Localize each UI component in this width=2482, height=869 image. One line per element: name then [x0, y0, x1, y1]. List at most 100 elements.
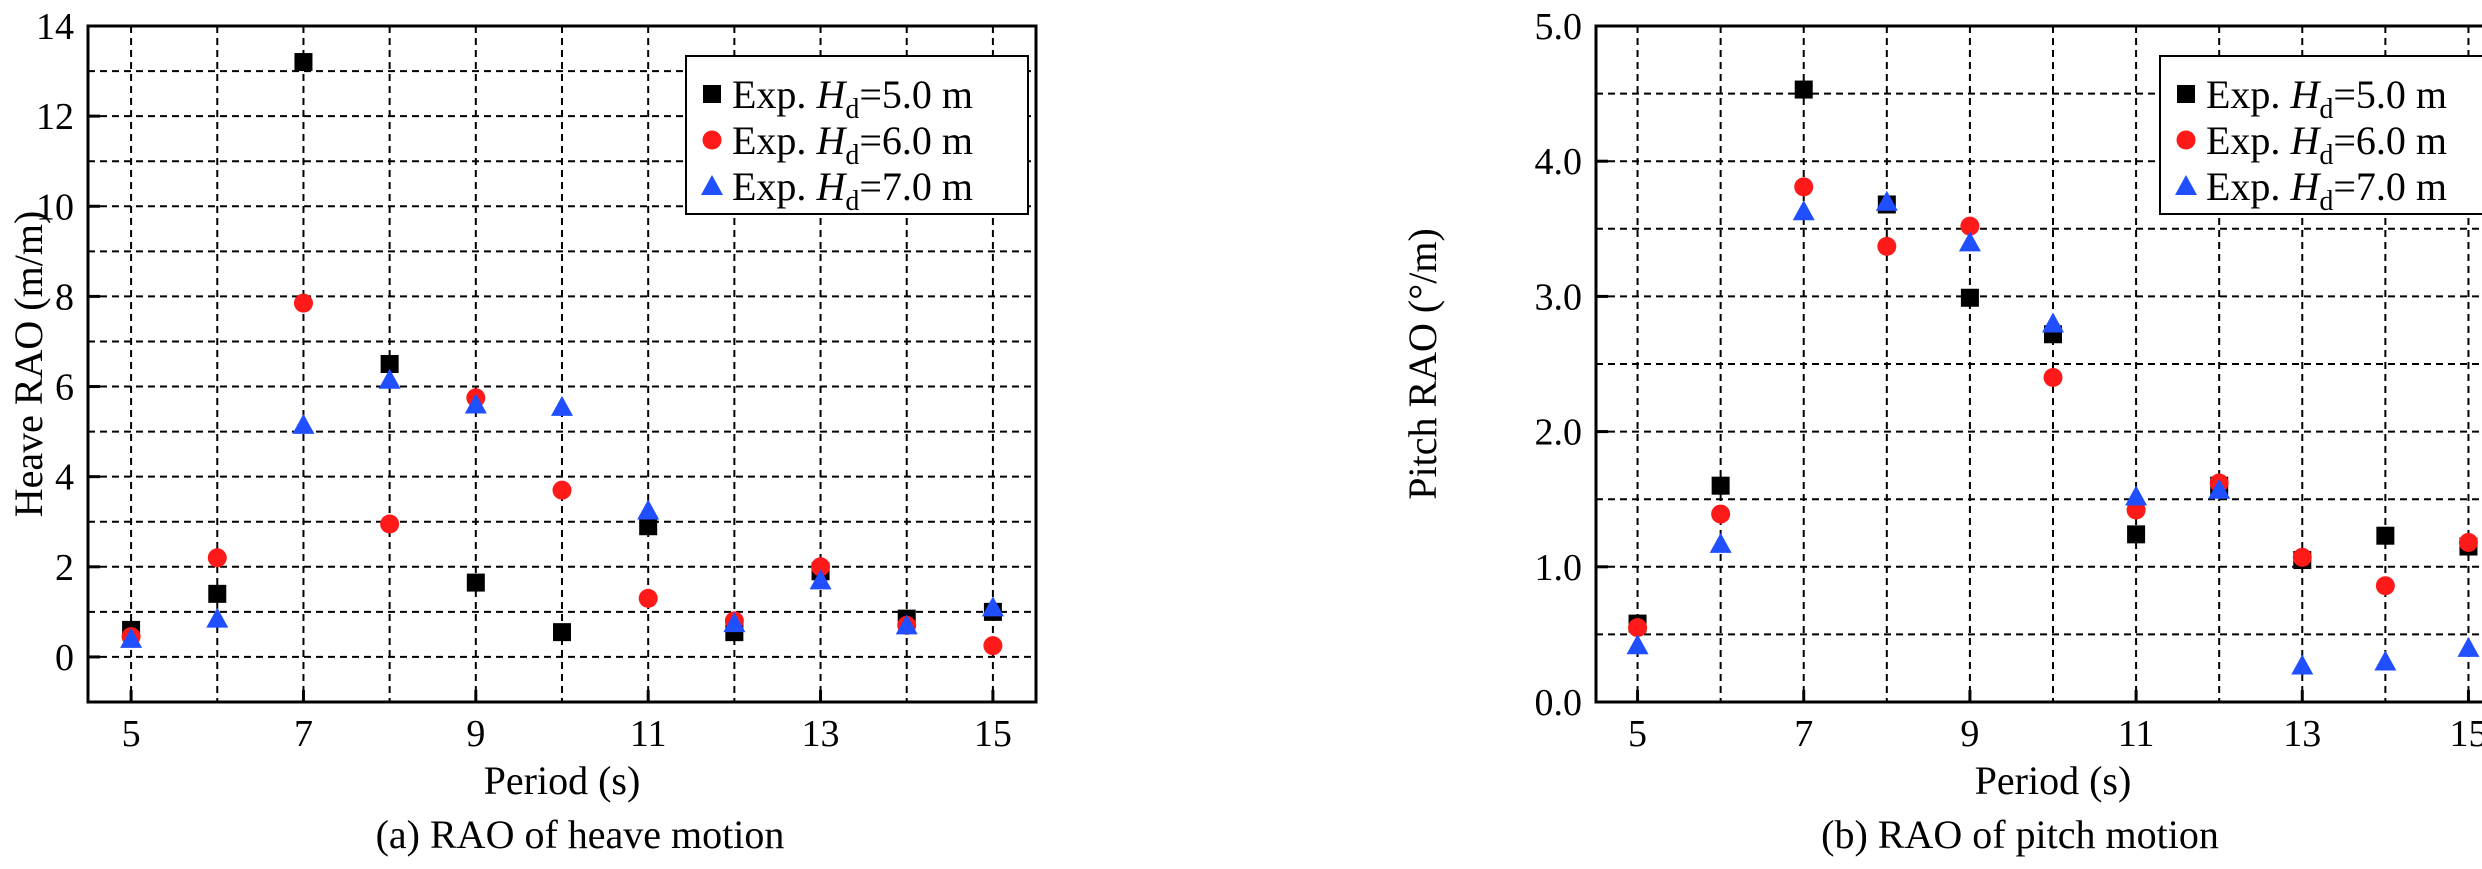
data-point-circle: [983, 636, 1003, 656]
data-point-triangle: [981, 596, 1004, 617]
y-tick-label: 0: [55, 637, 74, 679]
data-point-triangle: [2208, 478, 2231, 499]
legend-suffix: =5.0 m: [859, 72, 973, 117]
y-tick-label: 4.0: [1535, 141, 1583, 183]
data-point-triangle: [2374, 650, 2397, 671]
y-tick-label: 2: [55, 547, 74, 589]
y-tick-label: 2.0: [1535, 412, 1583, 454]
legend-subscript: d: [2319, 140, 2333, 171]
legend-marker-triangle: [2175, 175, 2197, 195]
x-tick-label: 9: [466, 713, 485, 755]
data-point-circle: [207, 548, 227, 568]
legend-subscript: d: [845, 186, 859, 217]
data-point-triangle: [723, 612, 746, 633]
data-point-square: [639, 517, 658, 536]
data-point-square: [1794, 80, 1813, 99]
legend-suffix: =6.0 m: [859, 118, 973, 163]
x-tick-label: 13: [802, 713, 840, 755]
plot-frame: [86, 24, 1038, 704]
data-point-circle: [293, 293, 313, 313]
y-axis-label: Heave RAO (m/m): [6, 211, 51, 518]
data-point-square: [2376, 526, 2395, 545]
x-tick-label: 7: [294, 713, 313, 755]
x-tick-label: 5: [122, 713, 141, 755]
y-tick-label: 4: [55, 457, 74, 499]
legend-symbol: H: [2289, 164, 2321, 209]
x-tick-label: 7: [1794, 713, 1813, 755]
legend-suffix: =5.0 m: [2333, 72, 2447, 117]
data-point-triangle: [895, 614, 918, 635]
data-point-circle: [1960, 216, 1980, 236]
legend-subscript: d: [845, 140, 859, 171]
data-point-triangle: [1709, 532, 1732, 553]
data-point-triangle: [206, 607, 229, 628]
y-tick-label: 0.0: [1535, 682, 1583, 724]
legend-marker-square: [2177, 85, 2195, 103]
data-point-circle: [811, 557, 831, 577]
legend-subscript: d: [2319, 186, 2333, 217]
x-tick-label: 15: [2449, 713, 2482, 755]
y-axis-label: Pitch RAO (°/m): [1400, 228, 1445, 500]
x-tick-label: 11: [2118, 713, 2155, 755]
chart-panel-1: 5 7 9 11 13 15 0.0 1.0 2.0 3.0 4.0 5.0 Period (s) Pit…: [1400, 6, 2482, 857]
data-point-circle: [2292, 547, 2312, 567]
data-point-triangle: [120, 627, 143, 648]
data-point-circle: [552, 480, 572, 500]
legend-entry: Exp. Hd=7.0 m: [2206, 164, 2447, 217]
legend-entry: Exp. Hd=6.0 m: [2206, 118, 2447, 171]
x-tick-label: 15: [974, 713, 1012, 755]
x-axis-label: Period (s): [484, 758, 641, 803]
chart-caption: (a) RAO of heave motion: [376, 812, 785, 857]
legend-prefix: Exp.: [732, 118, 816, 163]
x-tick-label: 5: [1628, 713, 1647, 755]
data-point-triangle: [378, 368, 401, 389]
y-tick-label: 8: [55, 276, 74, 318]
data-point-circle: [1877, 236, 1897, 256]
y-tick-label: 12: [36, 96, 74, 138]
data-point-circle: [2375, 576, 2395, 596]
y-tick-label: 14: [36, 6, 74, 48]
legend-suffix: =6.0 m: [2333, 118, 2447, 163]
legend-subscript: d: [845, 94, 859, 125]
data-point-circle: [1711, 504, 1731, 524]
y-tick-label: 10: [36, 186, 74, 228]
data-point-square: [294, 53, 313, 72]
data-point-square: [380, 355, 399, 373]
data-point-square: [553, 623, 571, 642]
chart-caption: (b) RAO of pitch motion: [1821, 812, 2219, 857]
data-point-circle: [1794, 177, 1814, 197]
series-square: [122, 53, 1002, 642]
legend-marker-square: [703, 85, 721, 103]
data-point-circle: [380, 514, 400, 534]
data-point-square: [208, 584, 227, 603]
legend-entry: Exp. Hd=7.0 m: [732, 164, 973, 217]
legend-entry: Exp. Hd=5.0 m: [732, 72, 973, 125]
data-point-triangle: [1626, 634, 1649, 655]
legend-suffix: =7.0 m: [859, 164, 973, 209]
legend-marker-triangle: [701, 175, 723, 195]
y-tick-label: 1.0: [1535, 547, 1583, 589]
legend-symbol: H: [815, 118, 847, 163]
data-point-triangle: [809, 569, 832, 590]
y-tick-label: 3.0: [1535, 276, 1583, 318]
legend-prefix: Exp.: [2206, 72, 2290, 117]
x-tick-label: 13: [2283, 713, 2321, 755]
data-point-triangle: [2291, 654, 2314, 675]
legend-entry: Exp. Hd=6.0 m: [732, 118, 973, 171]
series-triangle: [120, 368, 1004, 648]
data-point-triangle: [2125, 485, 2148, 506]
legend-box: [685, 55, 1029, 215]
data-point-square: [2127, 525, 2146, 544]
data-point-triangle: [1958, 231, 1981, 252]
data-point-triangle: [464, 393, 487, 414]
data-point-triangle: [637, 499, 660, 520]
legend-subscript: d: [2319, 94, 2333, 125]
data-point-triangle: [1792, 200, 1815, 221]
legend-entry: Exp. Hd=5.0 m: [2206, 72, 2447, 125]
data-point-triangle: [1875, 190, 1898, 211]
data-point-triangle: [551, 395, 573, 416]
legend-marker-circle: [702, 130, 722, 150]
legend-symbol: H: [815, 72, 847, 117]
